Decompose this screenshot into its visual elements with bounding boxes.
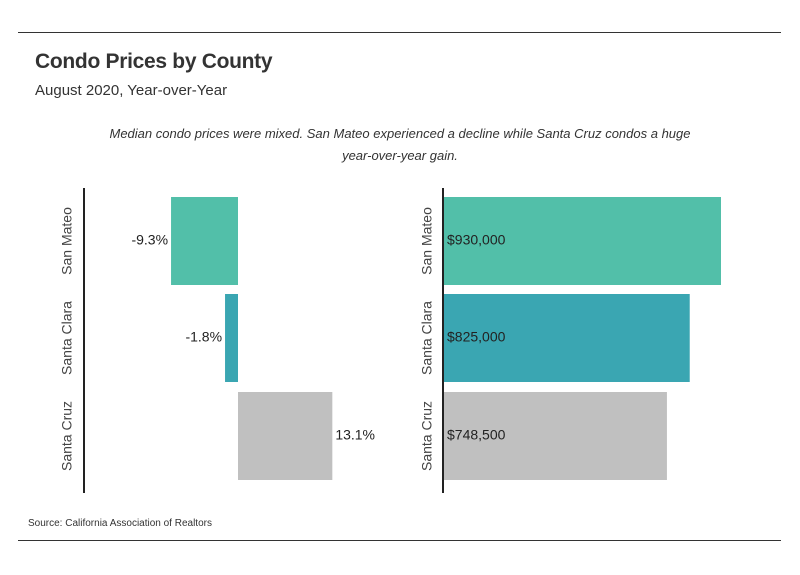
price-bar bbox=[444, 197, 721, 285]
change-data-label: 13.1% bbox=[335, 427, 375, 443]
chart-annotation: Median condo prices were mixed. San Mate… bbox=[109, 126, 691, 163]
chart-title: Condo Prices by County bbox=[35, 50, 273, 73]
price-bar bbox=[444, 392, 667, 480]
price-bar bbox=[444, 294, 690, 382]
left-category-label: Santa Clara bbox=[59, 301, 75, 375]
price-data-label: $748,500 bbox=[447, 427, 506, 443]
change-bar bbox=[238, 392, 333, 480]
right-category-label: Santa Cruz bbox=[419, 401, 435, 471]
price-data-label: $930,000 bbox=[447, 232, 506, 248]
right-category-label: Santa Clara bbox=[419, 301, 435, 375]
right-category-label: San Mateo bbox=[419, 207, 435, 275]
price-data-label: $825,000 bbox=[447, 329, 506, 345]
change-bar bbox=[225, 294, 238, 382]
change-data-label: -9.3% bbox=[131, 232, 168, 248]
change-data-label: -1.8% bbox=[185, 329, 222, 345]
top-rule bbox=[18, 32, 781, 33]
left-category-label: San Mateo bbox=[59, 207, 75, 275]
source-note: Source: California Association of Realto… bbox=[28, 518, 212, 529]
change-bar bbox=[171, 197, 238, 285]
bottom-rule bbox=[18, 540, 781, 541]
chart-subtitle: August 2020, Year-over-Year bbox=[35, 82, 228, 99]
left-category-label: Santa Cruz bbox=[59, 401, 75, 471]
